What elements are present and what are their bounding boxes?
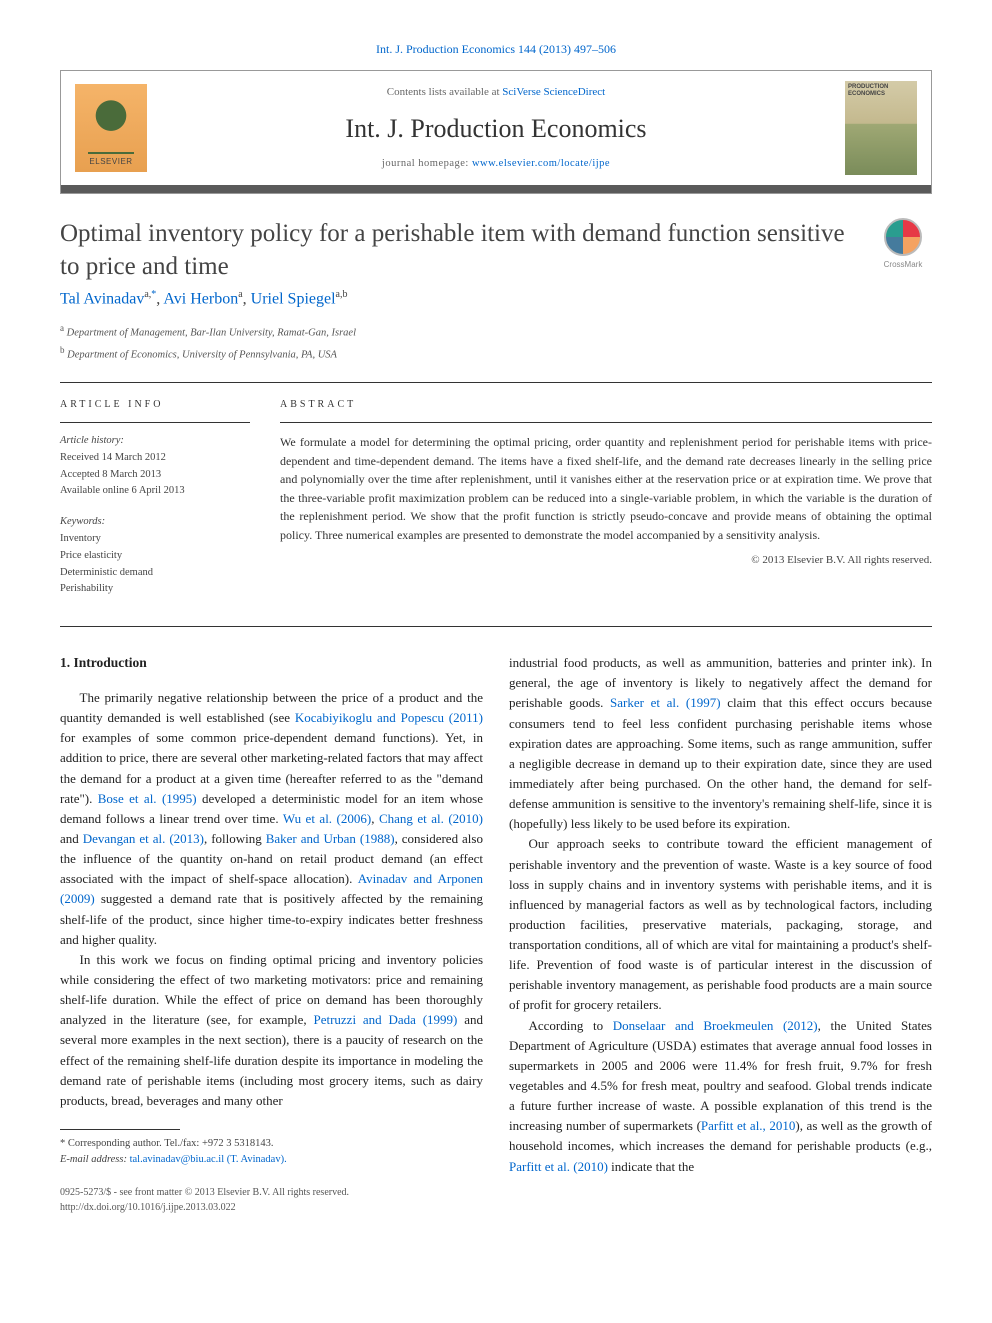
citation-link[interactable]: Devangan et al. (2013): [83, 831, 204, 846]
journal-name: Int. J. Production Economics: [161, 109, 831, 148]
author-3-aff: a,b: [336, 289, 348, 300]
history-block: Article history: Received 14 March 2012 …: [60, 433, 250, 500]
footnote-separator: [60, 1129, 180, 1130]
abstract-col: ABSTRACT We formulate a model for determ…: [280, 397, 932, 612]
citation-link[interactable]: Baker and Urban (1988): [266, 831, 395, 846]
keyword: Deterministic demand: [60, 565, 250, 582]
citation-link[interactable]: Wu et al. (2006): [283, 811, 371, 826]
contents-line: Contents lists available at SciVerse Sci…: [161, 84, 831, 101]
top-journal-ref: Int. J. Production Economics 144 (2013) …: [60, 40, 932, 58]
corr-email-link[interactable]: tal.avinadav@biu.ac.il (T. Avinadav).: [130, 1154, 287, 1165]
corr-line: * Corresponding author. Tel./fax: +972 3…: [60, 1136, 483, 1152]
body-para: industrial food products, as well as amm…: [509, 653, 932, 834]
elsevier-label: ELSEVIER: [89, 156, 132, 168]
sciencedirect-link[interactable]: SciVerse ScienceDirect: [502, 86, 605, 98]
header-center: Contents lists available at SciVerse Sci…: [161, 84, 831, 171]
history-label: Article history:: [60, 433, 250, 450]
left-column: 1. Introduction The primarily negative r…: [60, 653, 483, 1215]
header-bar: [61, 185, 931, 193]
elsevier-tree-icon: [88, 96, 134, 154]
body-para: According to Donselaar and Broekmeulen (…: [509, 1016, 932, 1177]
keyword: Perishability: [60, 581, 250, 598]
meta-abstract-row: ARTICLE INFO Article history: Received 1…: [60, 397, 932, 612]
citation-link[interactable]: Donselaar and Broekmeulen (2012): [613, 1018, 818, 1033]
history-accepted: Accepted 8 March 2013: [60, 467, 250, 484]
affiliation-b: b Department of Economics, University of…: [60, 343, 932, 364]
divider: [60, 382, 932, 383]
elsevier-logo: ELSEVIER: [75, 84, 147, 172]
body-para: Our approach seeks to contribute toward …: [509, 834, 932, 1015]
journal-cover-thumb: PRODUCTION ECONOMICS: [845, 81, 917, 175]
citation-link[interactable]: Chang et al. (2010): [379, 811, 483, 826]
citation-link[interactable]: Sarker et al. (1997): [610, 695, 721, 710]
author-2[interactable]: Avi Herbon: [163, 290, 238, 307]
citation-link[interactable]: Parfitt et al., 2010: [701, 1118, 795, 1133]
citation-link[interactable]: Parfitt et al. (2010): [509, 1159, 608, 1174]
citation-link[interactable]: Kocabiyikoglu and Popescu (2011): [295, 710, 483, 725]
body-columns: 1. Introduction The primarily negative r…: [60, 653, 932, 1215]
crossmark-badge[interactable]: CrossMark: [874, 218, 932, 276]
divider: [60, 626, 932, 627]
title-row: Optimal inventory policy for a perishabl…: [60, 218, 932, 283]
body-para: In this work we focus on finding optimal…: [60, 950, 483, 1111]
affiliation-a: a Department of Management, Bar-Ilan Uni…: [60, 321, 932, 342]
history-online: Available online 6 April 2013: [60, 483, 250, 500]
top-journal-link[interactable]: Int. J. Production Economics 144 (2013) …: [376, 42, 616, 56]
history-received: Received 14 March 2012: [60, 450, 250, 467]
email-line: E-mail address: tal.avinadav@biu.ac.il (…: [60, 1152, 483, 1168]
contents-prefix: Contents lists available at: [387, 86, 502, 98]
crossmark-icon: [884, 218, 922, 256]
abstract-label: ABSTRACT: [280, 397, 932, 412]
footer: 0925-5273/$ - see front matter © 2013 El…: [60, 1185, 483, 1215]
author-1-aff: a,*: [144, 289, 156, 300]
keywords-label: Keywords:: [60, 514, 250, 531]
article-info-col: ARTICLE INFO Article history: Received 1…: [60, 397, 250, 612]
homepage-prefix: journal homepage:: [382, 158, 472, 169]
article-title: Optimal inventory policy for a perishabl…: [60, 218, 862, 283]
authors-line: Tal Avinadava,*, Avi Herbona, Uriel Spie…: [60, 287, 932, 311]
header-content: ELSEVIER Contents lists available at Sci…: [61, 71, 931, 185]
author-sep: ,: [243, 290, 251, 307]
author-1[interactable]: Tal Avinadav: [60, 290, 144, 307]
cover-title: PRODUCTION ECONOMICS: [845, 81, 917, 100]
journal-header: ELSEVIER Contents lists available at Sci…: [60, 70, 932, 194]
citation-link[interactable]: Avinadav and Arponen (2009): [60, 871, 483, 906]
mini-divider: [60, 422, 250, 423]
mini-divider: [280, 422, 932, 423]
homepage-link[interactable]: www.elsevier.com/locate/ijpe: [472, 158, 610, 169]
keyword: Price elasticity: [60, 548, 250, 565]
body-para: The primarily negative relationship betw…: [60, 688, 483, 950]
affiliations: a Department of Management, Bar-Ilan Uni…: [60, 321, 932, 364]
author-3[interactable]: Uriel Spiegel: [251, 290, 336, 307]
corresponding-footnote: * Corresponding author. Tel./fax: +972 3…: [60, 1136, 483, 1168]
homepage-line: journal homepage: www.elsevier.com/locat…: [161, 156, 831, 172]
keyword: Inventory: [60, 531, 250, 548]
right-column: industrial food products, as well as amm…: [509, 653, 932, 1215]
abstract-text: We formulate a model for determining the…: [280, 433, 932, 545]
abstract-copyright: © 2013 Elsevier B.V. All rights reserved…: [280, 552, 932, 569]
crossmark-label: CrossMark: [884, 259, 923, 271]
citation-link[interactable]: Bose et al. (1995): [98, 791, 197, 806]
intro-heading: 1. Introduction: [60, 653, 483, 674]
footer-doi[interactable]: http://dx.doi.org/10.1016/j.ijpe.2013.03…: [60, 1200, 483, 1215]
footer-line1: 0925-5273/$ - see front matter © 2013 El…: [60, 1185, 483, 1200]
citation-link[interactable]: Petruzzi and Dada (1999): [313, 1012, 457, 1027]
article-info-label: ARTICLE INFO: [60, 397, 250, 412]
keywords-block: Keywords: Inventory Price elasticity Det…: [60, 514, 250, 598]
